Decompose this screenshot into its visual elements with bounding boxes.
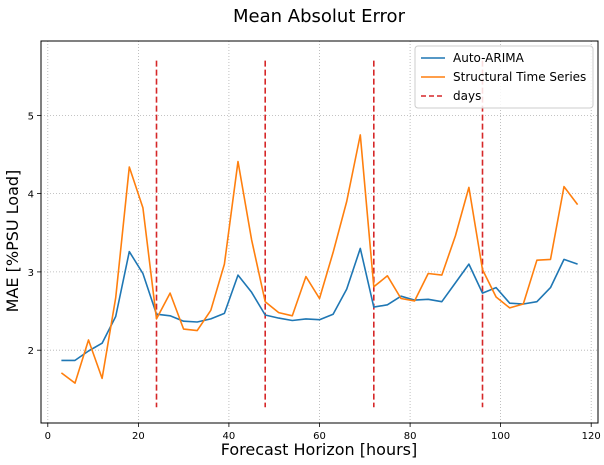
x-tick-label: 0 xyxy=(45,431,51,442)
legend-box xyxy=(414,45,594,109)
x-tick-label: 20 xyxy=(132,431,145,442)
series-line-0 xyxy=(61,247,578,362)
legend-label-structural-time-series: Structural Time Series xyxy=(453,70,586,84)
legend-label-auto-arima: Auto-ARIMA xyxy=(453,51,525,65)
x-axis-label: Forecast Horizon [hours] xyxy=(221,440,418,459)
y-tick-label: 3 xyxy=(28,268,34,279)
chart-title: Mean Absolut Error xyxy=(233,6,406,27)
y-tick-label: 5 xyxy=(28,111,34,122)
y-axis-ticks: 2 3 4 5 xyxy=(28,111,41,357)
series-lines xyxy=(60,134,579,384)
x-tick-label: 40 xyxy=(223,431,236,442)
y-tick-label: 4 xyxy=(28,190,34,201)
plot-area xyxy=(40,40,599,424)
legend-label-days: days xyxy=(453,89,481,103)
x-tick-label: 120 xyxy=(582,431,601,442)
y-tick-label: 2 xyxy=(28,346,34,357)
x-tick-label: 100 xyxy=(491,431,510,442)
y-axis-label: MAE [%PSU Load] xyxy=(3,170,22,313)
day-lines xyxy=(155,60,484,408)
legend: Auto-ARIMA Structural Time Series days xyxy=(414,45,594,109)
x-axis-ticks: 0 20 40 60 80 100 120 xyxy=(45,423,601,442)
x-tick-label: 80 xyxy=(404,431,417,442)
x-tick-label: 60 xyxy=(313,431,326,442)
series-line-1 xyxy=(60,134,579,384)
